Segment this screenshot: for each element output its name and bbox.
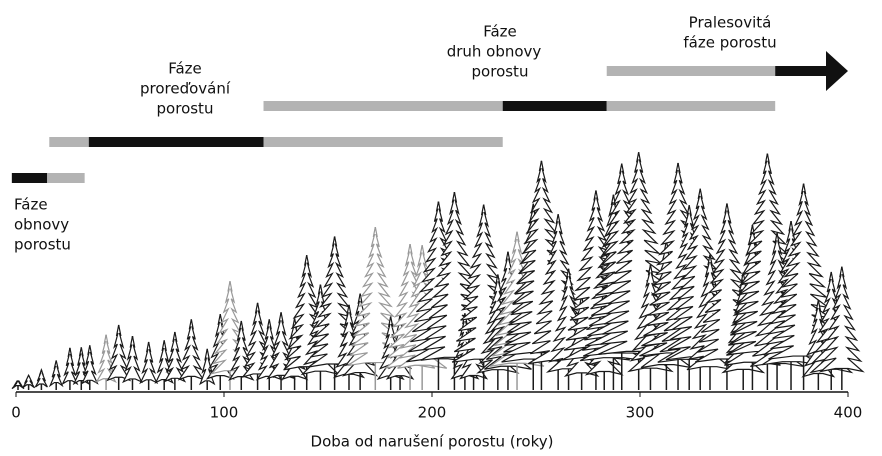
tree-crown xyxy=(163,331,187,383)
phase-label: druh obnovy xyxy=(447,43,542,61)
phase-bar-arrow xyxy=(775,51,848,91)
tree-crown xyxy=(61,347,79,386)
x-tick-label: 100 xyxy=(210,404,239,422)
phase-label: Fáze xyxy=(168,60,202,78)
x-axis-label: Doba od narušení porostu (roky) xyxy=(311,433,554,451)
phase-bar xyxy=(11,173,48,183)
tree-crown xyxy=(266,312,296,380)
phase-bar xyxy=(606,101,776,111)
x-tick-label: 0 xyxy=(11,404,21,422)
phase-label: porostu xyxy=(472,63,529,81)
tree-crown xyxy=(694,203,759,363)
tree-crown xyxy=(527,214,589,365)
tree-crown xyxy=(22,373,36,389)
phase-label: Fáze xyxy=(14,196,48,214)
x-tick-label: 200 xyxy=(418,404,447,422)
tree-crown xyxy=(122,336,143,384)
tree-crown xyxy=(241,302,275,379)
tree-crown xyxy=(11,379,25,390)
tree-crown xyxy=(420,192,489,361)
tree-crown xyxy=(95,334,117,384)
tree-crown xyxy=(48,360,64,388)
phase-bar xyxy=(263,101,503,111)
tree-crown xyxy=(106,324,132,382)
phase-label: porostu xyxy=(14,236,71,254)
phase-label: Fáze xyxy=(483,23,517,41)
phase-bar xyxy=(49,137,89,147)
phase-label: porostu xyxy=(157,100,214,118)
tree-crown xyxy=(34,368,48,388)
phase-bar xyxy=(606,66,776,76)
phase-bar xyxy=(263,137,503,147)
tree-crown xyxy=(154,340,174,384)
phase-label: fáze porostu xyxy=(683,34,776,52)
tree-crown xyxy=(818,266,865,373)
phase-label: proreďování xyxy=(140,80,231,98)
phase-label: obnovy xyxy=(14,216,69,234)
tree-crown xyxy=(80,345,99,385)
tree-crown xyxy=(139,341,159,385)
phase-bar xyxy=(47,173,85,183)
phase-label: Pralesovitá xyxy=(689,14,772,32)
tree-crown xyxy=(177,319,205,381)
x-tick-label: 300 xyxy=(626,404,655,422)
tree-crown xyxy=(502,160,581,357)
phase-bar xyxy=(88,137,264,147)
forest-illustration xyxy=(11,152,865,390)
tree-crown xyxy=(598,152,680,355)
phase-bar xyxy=(502,101,607,111)
tree-crown xyxy=(283,255,331,371)
x-tick-label: 400 xyxy=(834,404,863,422)
tree-crown xyxy=(72,347,90,386)
